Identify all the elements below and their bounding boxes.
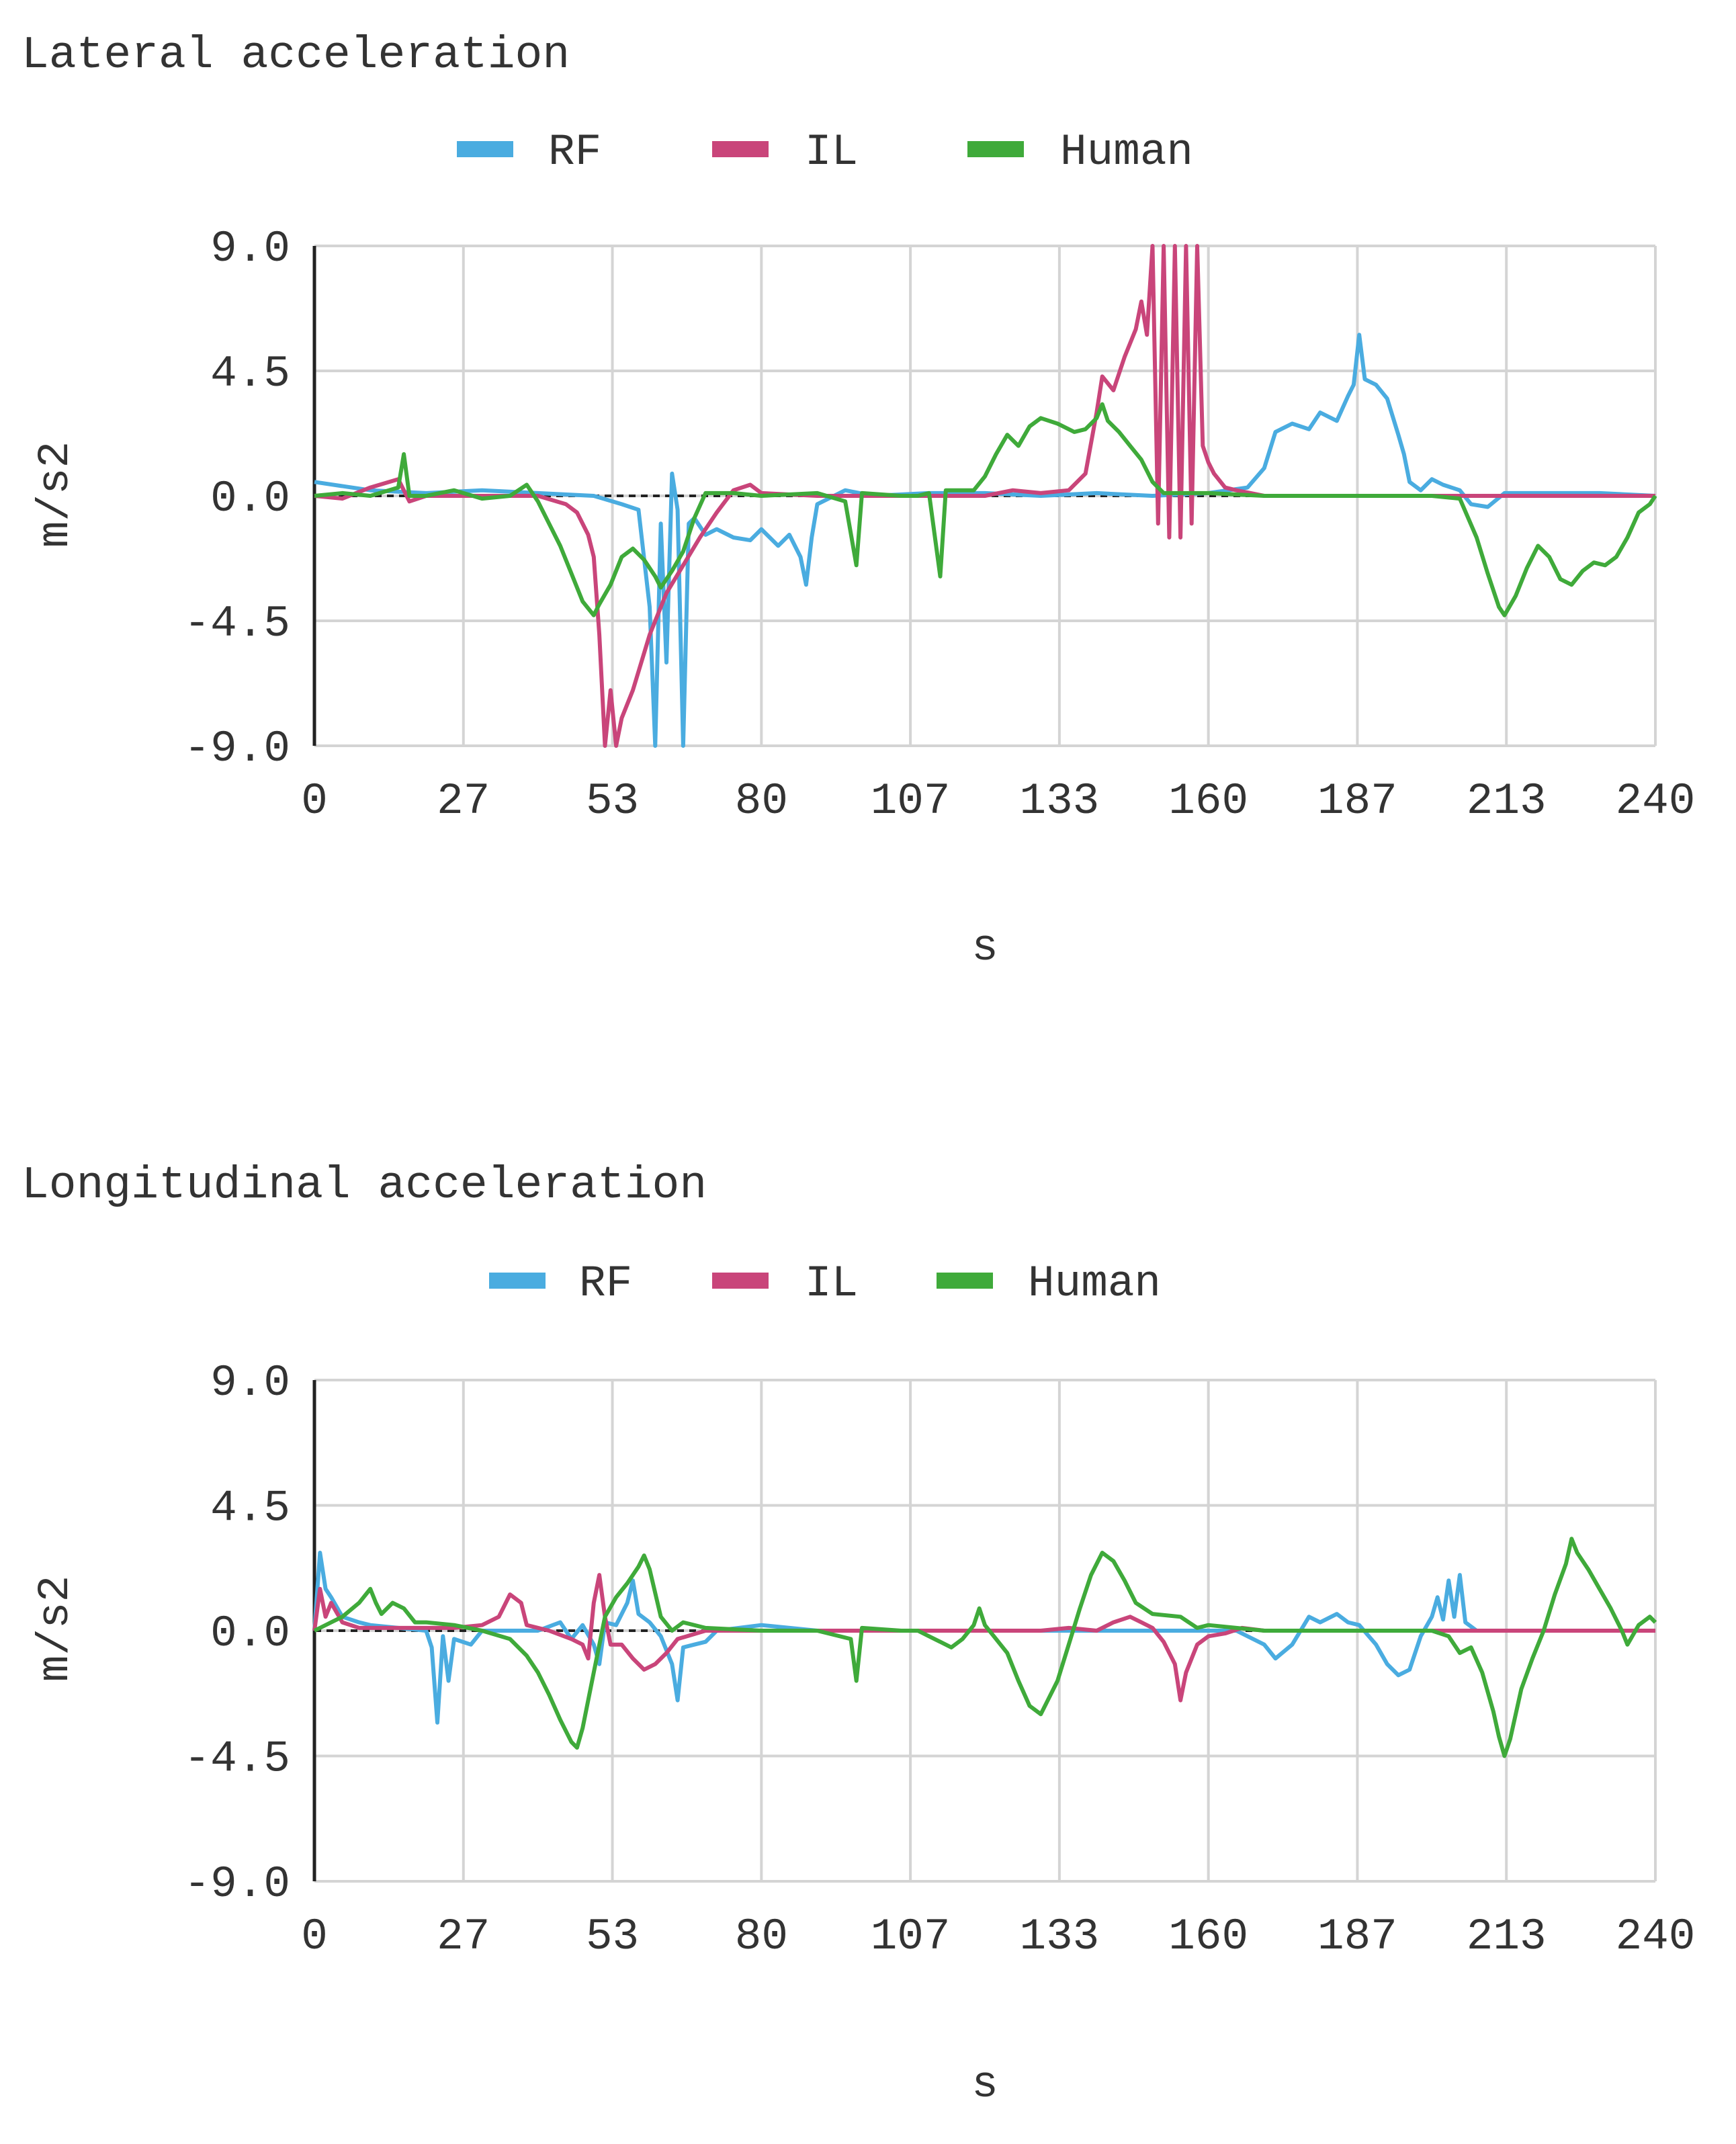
lateral-acceleration-chart: Lateral acceleration RF IL Human 0 27 53 80… [21, 30, 1695, 973]
x-axis-label: s [971, 923, 998, 973]
y-tick-label: 9.0 [210, 224, 290, 274]
series-line-il [314, 244, 1655, 748]
legend-swatch-rf [457, 141, 513, 157]
series-line-rf [312, 1551, 1655, 1725]
x-tick-label: 80 [735, 1912, 788, 1962]
x-tick-label: 0 [301, 776, 328, 826]
legend-swatch-human [937, 1273, 993, 1289]
y-tick-label: 4.5 [210, 349, 290, 399]
x-tick-label: 240 [1616, 1912, 1696, 1962]
plot-area: 0 27 53 80 107 133 160 187 213 240 9.0 4.5 0.0 -4.5 -9… [184, 224, 1696, 826]
series-line-human [313, 1537, 1657, 1758]
x-tick-label: 187 [1317, 776, 1397, 826]
series-line-human [314, 402, 1657, 617]
y-tick-label: -4.5 [184, 1734, 290, 1785]
legend-swatch-il [712, 141, 769, 157]
legend-label-human: Human [1060, 127, 1193, 177]
x-tick-label: 80 [735, 776, 788, 826]
legend-label-rf: RF [548, 127, 601, 177]
legend-label-il: IL [805, 1258, 858, 1309]
x-tick-label: 53 [586, 1912, 639, 1962]
legend-swatch-rf [489, 1273, 546, 1289]
x-tick-label: 213 [1467, 1912, 1547, 1962]
y-tick-label: -9.0 [184, 724, 290, 774]
longitudinal-acceleration-chart: Longitudinal acceleration RF IL Human 0 2… [21, 1160, 1695, 2110]
x-tick-label: 160 [1168, 776, 1248, 826]
y-tick-label: -4.5 [184, 599, 290, 649]
legend-label-human: Human [1028, 1258, 1161, 1309]
chart-title: Lateral acceleration [21, 30, 570, 81]
y-tick-label: 9.0 [210, 1358, 290, 1408]
legend-swatch-human [967, 141, 1024, 157]
x-tick-label: 160 [1168, 1912, 1248, 1962]
x-tick-label: 213 [1467, 776, 1547, 826]
x-tick-label: 107 [871, 1912, 951, 1962]
legend: RF IL Human [457, 127, 1193, 177]
legend-label-rf: RF [579, 1258, 632, 1309]
series-line-il [312, 1573, 1655, 1703]
plot-area: 0 27 53 80 107 133 160 187 213 240 9.0 4.5 0.0 -4.5 -9… [184, 1358, 1696, 1962]
x-tick-label: 240 [1616, 776, 1696, 826]
x-tick-label: 27 [437, 776, 490, 826]
legend: RF IL Human [489, 1258, 1161, 1309]
x-tick-label: 187 [1317, 1912, 1397, 1962]
y-tick-label: 0.0 [210, 474, 290, 524]
x-tick-label: 0 [301, 1912, 328, 1962]
x-tick-label: 133 [1019, 776, 1099, 826]
legend-swatch-il [712, 1273, 769, 1289]
y-axis-label: m/s2 [30, 441, 81, 548]
x-tick-label: 133 [1019, 1912, 1099, 1962]
y-axis-label: m/s2 [30, 1576, 81, 1682]
y-tick-label: 4.5 [210, 1484, 290, 1534]
series-line-rf [314, 333, 1656, 748]
y-tick-label: 0.0 [210, 1609, 290, 1659]
chart-title: Longitudinal acceleration [21, 1160, 707, 1211]
legend-label-il: IL [805, 127, 858, 177]
y-tick-label: -9.0 [184, 1859, 290, 1910]
x-axis-label: s [971, 2059, 998, 2110]
x-tick-label: 53 [586, 776, 639, 826]
x-tick-label: 107 [871, 776, 951, 826]
x-tick-label: 27 [437, 1912, 490, 1962]
